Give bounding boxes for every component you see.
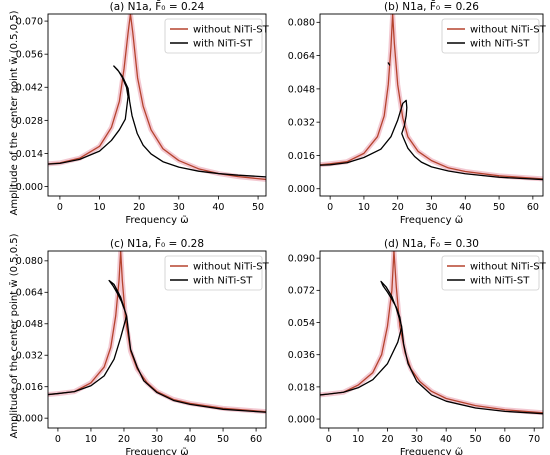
legend-label: with NiTi-ST <box>470 39 530 50</box>
legend-box <box>164 255 263 291</box>
x-tick-label: 70 <box>528 434 540 445</box>
legend-label: without NiTi-ST <box>193 25 270 36</box>
x-tick-label: 30 <box>425 202 437 213</box>
y-tick-label: 0.048 <box>288 84 315 95</box>
y-tick-label: 0.064 <box>288 51 315 62</box>
legend-label: without NiTi-ST <box>470 262 547 273</box>
y-tick-label: 0.080 <box>288 18 315 29</box>
legend: without NiTi-ST with NiTi-ST <box>441 255 547 291</box>
x-tick-label: 30 <box>151 434 163 445</box>
y-tick-label: 0.016 <box>288 151 315 162</box>
y-tick-label: 0.000 <box>288 414 315 425</box>
series-without-niti-st <box>320 251 543 414</box>
y-tick-label: 0.048 <box>16 319 43 330</box>
curves <box>48 14 266 182</box>
x-tick-label: 20 <box>133 202 145 213</box>
x-tick-label: 40 <box>184 434 196 445</box>
legend: without NiTi-ST with NiTi-ST <box>164 255 270 291</box>
x-tick-label: 60 <box>527 202 539 213</box>
x-tick-label: 40 <box>459 202 471 213</box>
panel-2: 0 10 20 30 40 50 60 0.000 0.016 0.032 0.048 0.064 0.… <box>288 0 547 226</box>
x-tick-label: 10 <box>85 434 97 445</box>
x-tick-label: 0 <box>326 434 332 445</box>
x-tick-label: 0 <box>327 202 333 213</box>
y-tick-label: 0.000 <box>16 414 43 425</box>
y-tick-label: 0.000 <box>288 184 315 195</box>
x-axis-label: Frequency ω̃ <box>125 446 188 455</box>
legend: without NiTi-ST with NiTi-ST <box>441 18 547 54</box>
panel-3: 0 10 20 30 40 50 60 0.000 0.016 0.032 0.048 0.064 0.… <box>16 237 270 455</box>
x-tick-label: 10 <box>358 202 370 213</box>
x-tick-label: 60 <box>499 434 511 445</box>
legend-label: with NiTi-ST <box>193 276 253 287</box>
y-tick-label: 0.016 <box>16 382 43 393</box>
legend-label: with NiTi-ST <box>193 39 253 50</box>
x-axis-label: Frequency ω̃ <box>125 214 188 226</box>
x-tick-label: 40 <box>212 202 224 213</box>
x-tick-label: 40 <box>440 434 452 445</box>
x-tick-label: 30 <box>411 434 423 445</box>
series-with-niti-st <box>48 65 266 178</box>
y-axis-label-top: Amplitude of the center point w̄ (0.5,0.… <box>9 10 20 215</box>
series-without-niti-st <box>320 14 543 180</box>
legend: without NiTi-ST with NiTi-ST <box>164 18 270 54</box>
x-tick-label: 10 <box>93 202 105 213</box>
series-with-niti-st <box>48 279 266 413</box>
y-tick-label: 0.014 <box>16 149 43 160</box>
y-tick-label: 0.032 <box>288 118 315 129</box>
x-tick-label: 10 <box>352 434 364 445</box>
x-tick-label: 0 <box>55 434 61 445</box>
y-tick-label: 0.032 <box>16 351 43 362</box>
plot-frame <box>319 250 544 429</box>
x-tick-label: 20 <box>381 434 393 445</box>
legend-box <box>441 255 540 291</box>
y-tick-label: 0.028 <box>16 116 43 127</box>
x-axis-label: Frequency ω̃ <box>400 446 463 455</box>
legend-box <box>441 18 540 54</box>
x-axis-label: Frequency ω̃ <box>400 214 463 226</box>
y-tick-label: 0.042 <box>16 83 43 94</box>
curves <box>320 251 543 416</box>
x-tick-label: 50 <box>493 202 505 213</box>
y-tick-label: 0.018 <box>288 382 315 393</box>
y-axis-label-bottom: Amplitude of the center point w̄ (0.5,0.… <box>9 233 20 438</box>
series-with-niti-st <box>320 280 543 415</box>
y-tick-label: 0.036 <box>288 350 315 361</box>
x-tick-label: 0 <box>57 202 63 213</box>
x-tick-label: 60 <box>250 434 262 445</box>
x-tick-label: 30 <box>173 202 185 213</box>
series-with-niti-st-branch <box>387 62 391 66</box>
y-tick-label: 0.070 <box>16 16 43 27</box>
x-tick-label: 50 <box>469 434 481 445</box>
legend-box <box>164 18 263 54</box>
x-tick-label: 50 <box>217 434 229 445</box>
legend-label: with NiTi-ST <box>470 276 530 287</box>
series-without-niti-st <box>48 251 266 413</box>
plot-frame <box>47 13 267 197</box>
panel-title: (a) N1a, F̄₀ = 0.24 <box>110 0 205 13</box>
x-tick-label: 50 <box>252 202 264 213</box>
legend-label: without NiTi-ST <box>470 25 547 36</box>
y-tick-label: 0.054 <box>288 318 315 329</box>
series-with-niti-st <box>320 99 543 181</box>
y-tick-label: 0.090 <box>288 254 315 265</box>
x-tick-label: 20 <box>118 434 130 445</box>
legend-label: without NiTi-ST <box>193 262 270 273</box>
panel-4: 0 10 20 30 40 50 60 70 0.000 0.018 0.036 0.054 0.072… <box>288 237 547 455</box>
y-tick-label: 0.064 <box>16 288 43 299</box>
series-without-niti-st <box>48 14 266 181</box>
curves <box>320 14 543 182</box>
x-tick-label: 20 <box>392 202 404 213</box>
panel-title: (b) N1a, F̄₀ = 0.26 <box>384 0 479 13</box>
curves <box>48 251 266 415</box>
panel-title: (d) N1a, F̄₀ = 0.30 <box>384 237 479 250</box>
y-tick-label: 0.000 <box>16 182 43 193</box>
y-tick-label: 0.072 <box>288 286 315 297</box>
y-tick-label: 0.080 <box>16 256 43 267</box>
panel-title: (c) N1a, F̄₀ = 0.28 <box>110 237 204 250</box>
panel-1: 0 10 20 30 40 50 0.000 0.014 0.028 0.042 0.056 0.07… <box>16 0 270 226</box>
y-tick-label: 0.056 <box>16 50 43 61</box>
